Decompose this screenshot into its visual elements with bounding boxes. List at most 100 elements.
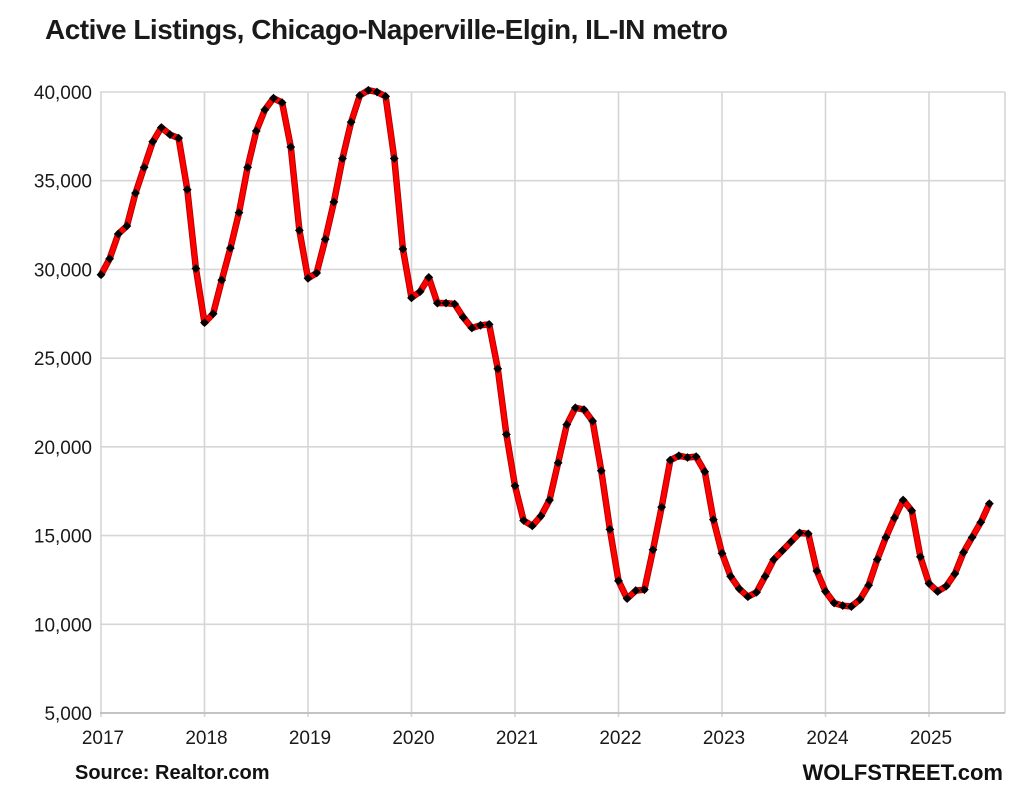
data-point-marker (407, 293, 416, 303)
data-point-marker (734, 584, 744, 594)
y-axis-tick-label: 30,000 (34, 260, 92, 281)
data-point-marker (303, 273, 313, 283)
data-point-marker (165, 130, 175, 139)
data-point-marker (139, 163, 149, 172)
x-axis-tick-label: 2022 (599, 728, 641, 749)
y-axis-tick-label: 10,000 (34, 615, 92, 636)
data-point-marker (769, 555, 779, 564)
data-point-marker (967, 532, 977, 542)
data-point-marker (959, 548, 968, 557)
data-point-marker (760, 571, 770, 581)
data-point-marker (898, 495, 908, 505)
x-axis-tick-label: 2021 (496, 728, 538, 749)
data-point-marker (812, 566, 822, 576)
data-point-marker (614, 576, 623, 586)
data-point-marker (915, 552, 925, 562)
data-point-marker (484, 320, 494, 329)
data-point-marker (872, 555, 882, 564)
data-point-marker (510, 481, 520, 491)
data-point-marker (96, 270, 106, 280)
data-point-marker (519, 516, 529, 525)
x-axis-tick-label: 2019 (289, 728, 331, 749)
y-axis-tick-label: 40,000 (34, 83, 92, 104)
data-point-marker (829, 598, 839, 608)
data-point-marker (381, 92, 391, 101)
data-point-marker (855, 595, 865, 604)
data-point-marker (338, 154, 347, 163)
data-point-marker (122, 221, 132, 231)
data-point-marker (424, 273, 434, 282)
data-point-marker (251, 126, 261, 136)
data-point-marker (777, 546, 787, 556)
x-axis-tick-label: 2025 (910, 728, 952, 749)
data-point-marker (148, 137, 158, 147)
y-axis-tick-label: 15,000 (34, 527, 92, 548)
data-point-marker (174, 133, 184, 143)
data-point-marker (467, 323, 477, 333)
data-point-marker (752, 587, 761, 597)
data-point-marker (208, 309, 218, 319)
y-axis-tick-label: 20,000 (34, 438, 92, 459)
data-point-marker (700, 467, 710, 477)
data-point-marker (131, 188, 140, 198)
data-point-marker (234, 208, 244, 218)
x-axis-tick-label: 2018 (185, 728, 227, 749)
data-point-marker (346, 117, 356, 127)
data-point-marker (570, 403, 580, 413)
data-point-marker (441, 298, 451, 308)
data-point-marker (182, 185, 192, 194)
source-label: Source: Realtor.com (75, 762, 270, 784)
data-point-marker (527, 521, 537, 531)
data-point-marker (674, 451, 684, 461)
data-point-marker (639, 585, 649, 595)
data-point-marker (976, 517, 986, 527)
data-point-marker (648, 545, 658, 555)
data-point-marker (846, 602, 856, 611)
data-point-marker (553, 458, 563, 468)
data-point-marker (657, 502, 667, 512)
series-line-edge (97, 86, 993, 610)
data-point-marker (398, 244, 408, 254)
data-point-marker (924, 579, 934, 588)
data-point-marker (864, 580, 874, 590)
data-point-marker (450, 299, 460, 309)
data-point-marker (708, 515, 718, 525)
data-point-marker (717, 548, 727, 558)
data-point-marker (243, 163, 253, 172)
data-point-marker (113, 229, 123, 239)
data-point-marker (786, 537, 796, 547)
x-axis-tick-label: 2020 (392, 728, 434, 749)
series-line (98, 87, 992, 609)
data-point-marker (493, 364, 503, 374)
brand-label: WOLFSTREET.com (802, 760, 1003, 785)
data-point-marker (622, 594, 632, 603)
data-point-marker (191, 264, 201, 273)
data-point-marker (890, 513, 899, 523)
data-point-marker (225, 243, 235, 253)
data-point-marker (743, 592, 753, 602)
data-point-marker (631, 586, 641, 595)
data-point-marker (156, 123, 166, 132)
data-point-marker (933, 587, 943, 596)
data-point-marker (941, 581, 951, 591)
data-point-marker (432, 298, 442, 308)
data-point-marker (217, 275, 227, 285)
data-point-marker (588, 416, 598, 426)
y-axis-tick-label: 25,000 (34, 349, 92, 370)
data-point-marker (881, 532, 891, 542)
data-point-marker (277, 98, 287, 108)
data-point-marker (821, 587, 830, 596)
data-point-marker (683, 453, 692, 462)
data-point-marker (286, 142, 296, 152)
data-point-marker (545, 495, 554, 505)
data-point-marker (363, 85, 373, 95)
data-point-marker (950, 569, 960, 579)
x-axis-tick-label: 2023 (703, 728, 745, 749)
data-point-marker (458, 312, 468, 322)
data-point-marker (665, 455, 675, 465)
y-axis-tick-label: 5,000 (44, 704, 92, 725)
data-point-marker (795, 528, 805, 538)
data-point-marker (984, 499, 994, 509)
data-point-marker (605, 524, 615, 534)
